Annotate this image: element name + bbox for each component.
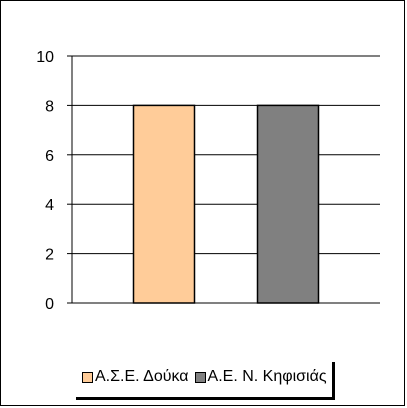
y-tick-label-8: 8 [45,98,54,115]
y-tick-label-4: 4 [45,197,54,214]
gridlines [72,55,380,255]
y-tick-label-6: 6 [45,148,54,165]
legend-label-asedouka: Α.Σ.Ε. Δούκα [95,368,189,385]
legend-item-asedouka: Α.Σ.Ε. Δούκα [82,368,189,386]
y-axis: 0 2 4 6 8 10 [36,49,380,313]
y-tick-label-2: 2 [45,247,54,264]
legend-label-aenkifisias: Α.Ε. Ν. Κηφισιάς [207,368,327,385]
legend-swatch-asedouka [82,371,93,383]
legend-item-aenkifisias: Α.Ε. Ν. Κηφισιάς [194,368,327,386]
bar-0 [132,104,196,304]
bar-1 [256,104,320,304]
bars [132,104,320,304]
y-tick-label-0: 0 [45,296,54,313]
y-tick-label-10: 10 [36,49,54,66]
legend-swatch-aenkifisias [194,371,206,383]
legend: Α.Σ.Ε. Δούκα Α.Ε. Ν. Κηφισιάς [76,362,335,400]
